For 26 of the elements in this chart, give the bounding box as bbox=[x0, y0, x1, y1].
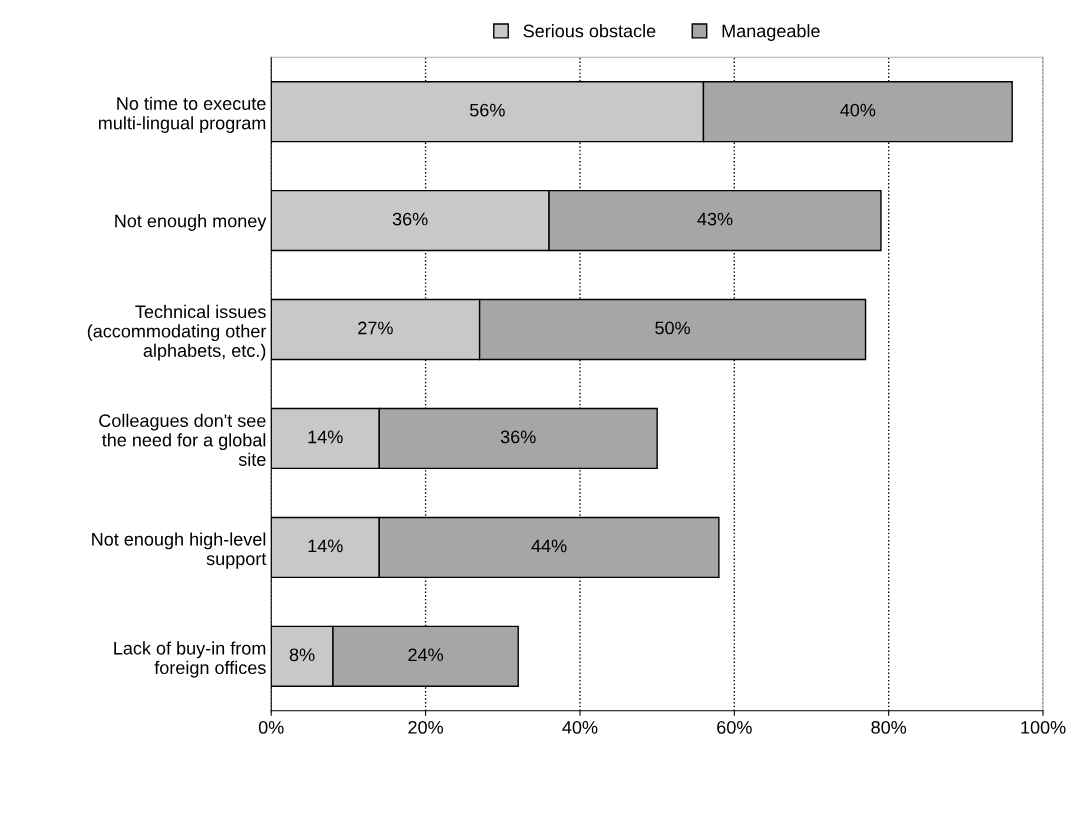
x-tick-label: 100% bbox=[1021, 720, 1066, 734]
data-label: 14% bbox=[308, 430, 343, 444]
data-label: 36% bbox=[500, 430, 536, 444]
data-label: 24% bbox=[408, 648, 444, 662]
data-label: 43% bbox=[697, 212, 733, 226]
data-label: 44% bbox=[531, 539, 567, 553]
legend-label: Manageable bbox=[722, 24, 820, 41]
data-label: 56% bbox=[469, 103, 505, 117]
x-tick-label: 0% bbox=[258, 720, 284, 734]
y-tick-label: Technical issues (accommodating other alphabets, etc.) bbox=[87, 304, 267, 361]
y-tick-label: Not enough high-level support bbox=[92, 532, 267, 569]
data-label: 14% bbox=[308, 539, 343, 553]
data-label: 8% bbox=[289, 648, 315, 662]
data-label: 27% bbox=[358, 321, 393, 335]
data-label: 50% bbox=[655, 321, 690, 335]
y-tick-label: Lack of buy-in from foreign offices bbox=[114, 641, 266, 678]
data-label: 40% bbox=[840, 103, 876, 117]
legend-label: Serious obstacle bbox=[523, 24, 656, 38]
x-tick-label: 60% bbox=[717, 720, 752, 734]
y-tick-label: Not enough money bbox=[115, 214, 267, 231]
x-tick-label: 20% bbox=[408, 720, 444, 734]
x-tick-label: 80% bbox=[871, 720, 907, 734]
x-tick-label: 40% bbox=[562, 720, 598, 734]
y-tick-label: Colleagues don't see the need for a global site bbox=[99, 413, 266, 466]
data-label: 36% bbox=[392, 212, 428, 226]
y-tick-label: No time to execute multi-lingual program bbox=[98, 96, 266, 133]
